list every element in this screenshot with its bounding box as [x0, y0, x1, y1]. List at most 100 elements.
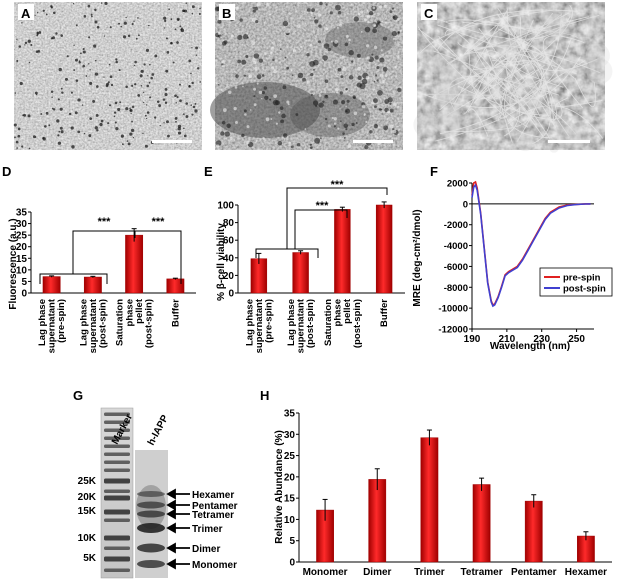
panel-d-brackets: [39, 230, 182, 284]
y-tick-label: 80: [223, 218, 235, 229]
y-tick-label: 20: [223, 271, 235, 282]
panel-f-chart: 2000 0 -2000 -4000 -6000 -8000 -10000 -12000190…: [438, 179, 613, 345]
marker-20k: 20K: [78, 492, 97, 503]
marker-band: [104, 518, 130, 522]
x-tick-label: Lag phase: [286, 299, 297, 346]
marker-band: [104, 489, 130, 493]
x-tick-label: (post-spin): [97, 299, 108, 348]
lane-label-hiapp: h-IAPP: [146, 413, 171, 447]
y-tick-label: 15: [284, 494, 296, 505]
x-tick-label: Saturation: [323, 299, 334, 346]
marker-band: [104, 468, 130, 472]
sample-band: [137, 560, 165, 568]
y-tick-label: -10000: [438, 304, 468, 315]
x-tick-label: Saturation: [115, 299, 126, 346]
x-tick-label: (post-spin): [352, 299, 363, 348]
y-tick-label: 100: [217, 201, 234, 212]
marker-band: [104, 535, 130, 541]
marker-band: [104, 546, 130, 550]
scale-bar-a: [152, 140, 192, 143]
panel-h-chart: 0 5 10 15 20 25 30 35 Monomer Dimer Trimer Tetramer…: [284, 409, 612, 578]
x-tick-label: Buffer: [379, 299, 390, 327]
marker-band: [104, 478, 130, 484]
y-tick-label: 5: [21, 277, 27, 288]
x-tick-label: Dimer: [363, 567, 391, 578]
y-tick-label: 35: [16, 208, 28, 219]
panel-d-ylabel: Fluorescence (a.u.): [8, 218, 19, 309]
micrograph-b: B: [210, 1, 403, 150]
y-tick-label: 30: [284, 430, 296, 441]
sample-band: [137, 523, 165, 533]
x-tick-label: supernatant: [254, 298, 265, 353]
x-tick-label: Lag phase: [78, 299, 89, 346]
x-tick-label: phase: [124, 299, 135, 326]
micrograph-a-particles: [13, 1, 201, 150]
gel-marker-bands: [100, 407, 134, 579]
gel-sample-bands: [136, 485, 166, 568]
bar: [334, 209, 351, 294]
panel-e-significance-1: ***: [331, 179, 345, 191]
y-tick-label: 25: [284, 451, 296, 462]
y-tick-label: 2000: [447, 179, 468, 190]
y-tick-label: 5: [289, 536, 295, 547]
panel-label-h: H: [260, 388, 269, 403]
panel-d-significance-1: ***: [98, 216, 112, 228]
panel-g: G Marker h-IAPP 25K 20K 15K 10K 5K Hexam…: [73, 388, 238, 579]
marker-band: [104, 460, 130, 464]
x-tick-label: Buffer: [170, 299, 181, 327]
series-line-1: [471, 183, 591, 308]
y-tick-label: -6000: [444, 262, 468, 273]
bar: [42, 276, 61, 294]
marker-band: [104, 452, 130, 456]
marker-5k: 5K: [83, 553, 97, 564]
marker-band: [104, 509, 130, 515]
panel-h-ylabel: Relative Abundance (%): [274, 430, 285, 544]
y-tick-label: 0: [463, 199, 468, 210]
panel-label-e: E: [204, 164, 213, 179]
panel-f-xlabel: Wavelength (nm): [490, 341, 570, 352]
x-tick-label: Trimer: [414, 567, 445, 578]
marker-band: [104, 412, 130, 416]
x-tick-label: 230: [533, 334, 550, 345]
y-tick-label: -12000: [438, 325, 468, 336]
micrograph-a: A: [13, 1, 202, 150]
marker-band: [104, 495, 130, 501]
marker-25k: 25K: [78, 476, 97, 487]
x-tick-label: (pre-spin): [263, 299, 274, 343]
x-tick-label: Pentamer: [511, 567, 557, 578]
x-tick-label: (post-spin): [144, 299, 155, 348]
y-tick-label: 0: [289, 558, 295, 569]
panel-d-significance-2: ***: [152, 216, 166, 228]
y-tick-label: 25: [16, 231, 28, 242]
panel-label-g: G: [73, 388, 83, 403]
panel-e-significance-2: ***: [316, 200, 330, 212]
y-tick-label: 35: [284, 409, 296, 420]
bar: [375, 204, 393, 294]
panel-h: H Relative Abundance (%) 0 5 10 15 20 25 30 35 M…: [260, 388, 612, 578]
legend-label: pre-spin: [563, 273, 601, 284]
y-tick-label: -2000: [444, 220, 468, 231]
x-tick-label: Hexamer: [565, 567, 607, 578]
x-tick-label: Lag phase: [37, 299, 48, 346]
panel-f: F MRE (deg-cm²/dmol) Wavelength (nm) 200…: [412, 164, 613, 352]
sample-band: [137, 543, 165, 553]
marker-band: [104, 568, 130, 572]
marker-band: [104, 556, 130, 562]
x-tick-label: 210: [499, 334, 516, 345]
panel-label-f: F: [430, 164, 438, 179]
legend-box: [539, 267, 613, 297]
marker-15k: 15K: [78, 506, 97, 517]
marker-band: [104, 420, 130, 424]
panel-label-d: D: [2, 164, 11, 179]
x-tick-label: (pre-spin): [56, 299, 67, 343]
panel-e-ylabel: % β-cell viability: [216, 223, 227, 301]
bar: [83, 276, 102, 294]
y-tick-label: -4000: [444, 241, 468, 252]
x-tick-label: Tetramer: [461, 567, 503, 578]
panel-label-c: C: [424, 6, 434, 21]
band-label-tetramer: Tetramer: [192, 510, 234, 521]
